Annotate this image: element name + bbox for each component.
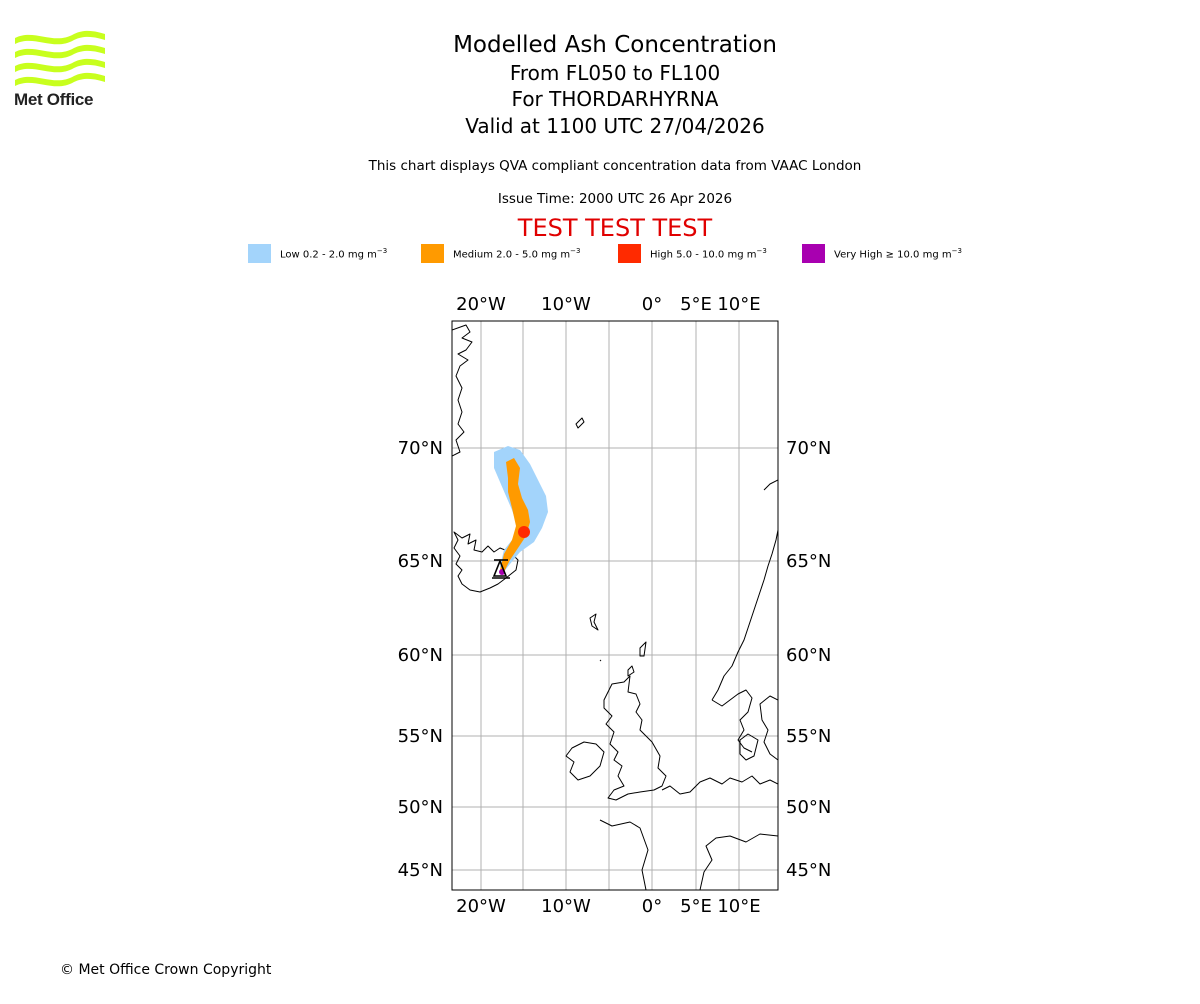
legend-label-medium: Medium 2.0 - 5.0 mg m−3 [453,247,581,261]
legend-swatch-high [618,244,641,263]
legend-label-high: High 5.0 - 10.0 mg m−3 [650,247,767,261]
coast-northern-norway [763,479,778,491]
lat-label-left-55n: 55°N [398,726,443,747]
lon-label-top-0: 0° [642,294,662,315]
map-frame [451,320,779,891]
legend-swatch-medium [421,244,444,263]
lon-label-top-5e: 5°E [680,294,712,315]
lon-label-bottom-20w: 20°W [456,896,506,917]
coast-great-britain [603,675,667,801]
lat-label-right-70n: 70°N [786,438,831,459]
volcano-name: For THORDARHYRNA [511,87,719,111]
lon-label-bottom-0: 0° [642,896,662,917]
lat-label-left-65n: 65°N [398,551,443,572]
coast-denmark [739,733,759,761]
lat-label-left-45n: 45°N [398,860,443,881]
issue-time: Issue Time: 2000 UTC 26 Apr 2026 [497,191,733,207]
lat-label-right-55n: 55°N [786,726,831,747]
coast-southern-norway [711,689,753,753]
coast-shetland [639,641,647,657]
coast-greenland [452,324,473,457]
coastlines [452,324,778,890]
coast-jan-mayen [575,417,585,429]
flight-level-range: From FL050 to FL100 [509,61,721,85]
lat-label-right-50n: 50°N [786,797,831,818]
lat-label-right-65n: 65°N [786,551,831,572]
lon-label-top-10w: 10°W [541,294,591,315]
coast-france-west [599,819,778,890]
map-background [452,321,778,890]
coast-orkney [627,665,635,677]
lat-label-right-60n: 60°N [786,645,831,666]
axis-labels: 20°W 10°W 0° 5°E 10°E 20°W 10°W 0° 5°E 1… [398,294,832,917]
lon-label-bottom-5e: 5°E [680,896,712,917]
lat-label-left-70n: 70°N [398,438,443,459]
coast-ireland [565,741,605,781]
legend-swatch-low [248,244,271,263]
plume-high-core [518,526,530,538]
legend-swatch-very-high [802,244,825,263]
compliance-note: This chart displays QVA compliant concen… [368,158,862,174]
test-banner: TEST TEST TEST [517,214,713,242]
lat-label-right-45n: 45°N [786,860,831,881]
lon-label-bottom-10e: 10°E [717,896,760,917]
met-office-wave-icon [15,30,105,87]
legend-label-very-high: Very High ≥ 10.0 mg m−3 [834,247,962,261]
logo-text: Met Office [14,90,94,109]
coast-iceland [453,531,519,593]
lat-label-left-50n: 50°N [398,797,443,818]
coast-sweden [759,695,778,761]
coast-fair-isle [599,659,602,662]
legend-label-low: Low 0.2 - 2.0 mg m−3 [280,247,388,261]
volcano-marker [492,558,510,579]
valid-time: Valid at 1100 UTC 27/04/2026 [465,114,765,138]
coast-faroe-islands [589,613,599,631]
lon-label-bottom-10w: 10°W [541,896,591,917]
lon-label-top-10e: 10°E [717,294,760,315]
graticule [452,321,778,890]
copyright-notice: © Met Office Crown Copyright [60,962,272,978]
plume-medium [500,458,530,572]
chart-title-block: Modelled Ash Concentration From FL050 to… [0,30,1200,140]
chart-title: Modelled Ash Concentration [453,32,777,58]
met-office-logo: Met Office [14,30,108,112]
coast-norway [711,529,778,701]
lon-label-top-20w: 20°W [456,294,506,315]
lat-label-left-60n: 60°N [398,645,443,666]
coast-low-countries [661,775,778,795]
